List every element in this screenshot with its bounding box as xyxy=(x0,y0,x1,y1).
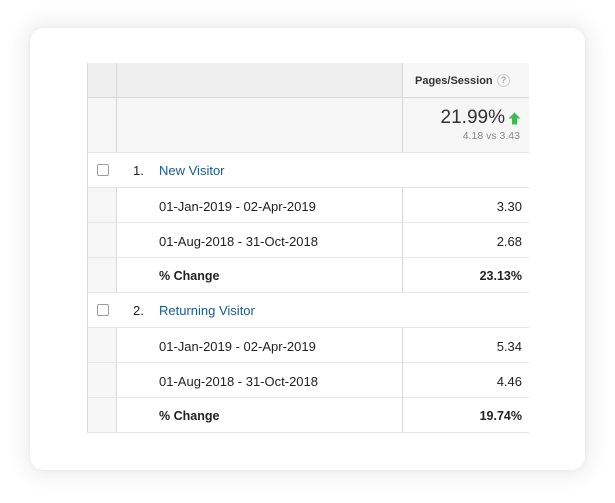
group-row-new-visitor: 1. New Visitor xyxy=(87,153,529,188)
row-spacer-cell xyxy=(87,363,117,397)
table-row: 01-Aug-2018 - 31-Oct-2018 4.46 xyxy=(87,363,529,398)
group-index: 2. xyxy=(133,303,144,318)
percent-change-label: % Change xyxy=(159,409,220,423)
summary-comparison: 4.18 vs 3.43 xyxy=(462,130,520,142)
summary-percent-change: 21.99% xyxy=(440,107,505,128)
percent-change-value: 19.74% xyxy=(479,409,522,423)
row-label-cell: 01-Jan-2019 - 02-Apr-2019 xyxy=(117,188,402,222)
row-label-cell: % Change xyxy=(117,258,402,292)
row-spacer-cell xyxy=(87,328,117,362)
date-range-label: 01-Aug-2018 - 31-Oct-2018 xyxy=(159,234,318,249)
table-row: 01-Jan-2019 - 02-Apr-2019 5.34 xyxy=(87,328,529,363)
table-row: 01-Jan-2019 - 02-Apr-2019 3.30 xyxy=(87,188,529,223)
row-spacer-cell xyxy=(87,223,117,257)
row-value-cell: 19.74% xyxy=(402,398,529,432)
summary-metric-cell: 21.99% 4.18 vs 3.43 xyxy=(402,98,529,152)
row-checkbox[interactable] xyxy=(97,304,109,316)
row-value-cell: 3.30 xyxy=(402,188,529,222)
metric-value: 4.46 xyxy=(496,374,522,389)
row-spacer-cell xyxy=(87,398,117,432)
date-range-label: 01-Aug-2018 - 31-Oct-2018 xyxy=(159,374,318,389)
group-link-returning-visitor[interactable]: Returning Visitor xyxy=(159,303,255,318)
metric-value: 3.30 xyxy=(496,199,522,214)
metric-value: 2.68 xyxy=(496,234,522,249)
date-range-label: 01-Jan-2019 - 02-Apr-2019 xyxy=(159,199,316,214)
table-row: % Change 23.13% xyxy=(87,258,529,293)
row-value-cell: 5.34 xyxy=(402,328,529,362)
row-label-cell: 01-Aug-2018 - 31-Oct-2018 xyxy=(117,363,402,397)
report-table: Pages/Session ? 21.99% 4.18 vs 3.43 1. N… xyxy=(87,63,529,433)
row-spacer-cell xyxy=(87,188,117,222)
row-label-cell: 01-Jan-2019 - 02-Apr-2019 xyxy=(117,328,402,362)
arrow-up-icon xyxy=(508,112,521,125)
row-checkbox[interactable] xyxy=(97,164,109,176)
table-row: 01-Aug-2018 - 31-Oct-2018 2.68 xyxy=(87,223,529,258)
row-label-cell: % Change xyxy=(117,398,402,432)
percent-change-value: 23.13% xyxy=(479,269,522,283)
date-range-label: 01-Jan-2019 - 02-Apr-2019 xyxy=(159,339,316,354)
group-checkbox-cell xyxy=(87,293,117,327)
group-checkbox-cell xyxy=(87,153,117,187)
header-checkbox-cell xyxy=(87,63,117,97)
group-row-returning-visitor: 2. Returning Visitor xyxy=(87,293,529,328)
row-value-cell: 2.68 xyxy=(402,223,529,257)
row-value-cell: 23.13% xyxy=(402,258,529,292)
group-index: 1. xyxy=(133,163,144,178)
row-value-cell: 4.46 xyxy=(402,363,529,397)
group-dimension-cell: 2. Returning Visitor xyxy=(117,293,529,327)
help-icon[interactable]: ? xyxy=(497,74,510,87)
row-spacer-cell xyxy=(87,258,117,292)
row-label-cell: 01-Aug-2018 - 31-Oct-2018 xyxy=(117,223,402,257)
group-dimension-cell: 1. New Visitor xyxy=(117,153,529,187)
header-dimension-cell xyxy=(117,63,402,97)
summary-dimension-cell xyxy=(117,98,402,152)
table-row: % Change 19.74% xyxy=(87,398,529,433)
summary-checkbox-cell xyxy=(87,98,117,152)
metric-column-label[interactable]: Pages/Session xyxy=(415,75,493,87)
header-metric-cell[interactable]: Pages/Session ? xyxy=(402,63,529,97)
percent-change-label: % Change xyxy=(159,269,220,283)
summary-row: 21.99% 4.18 vs 3.43 xyxy=(87,98,529,153)
metric-value: 5.34 xyxy=(496,339,522,354)
group-link-new-visitor[interactable]: New Visitor xyxy=(159,163,225,178)
table-header-row: Pages/Session ? xyxy=(87,63,529,98)
